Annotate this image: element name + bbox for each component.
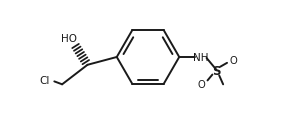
Text: NH: NH — [193, 53, 208, 62]
Text: HO: HO — [61, 34, 77, 44]
Text: O: O — [198, 80, 205, 89]
Text: Cl: Cl — [39, 76, 50, 86]
Text: O: O — [229, 55, 237, 65]
Text: S: S — [212, 65, 221, 78]
